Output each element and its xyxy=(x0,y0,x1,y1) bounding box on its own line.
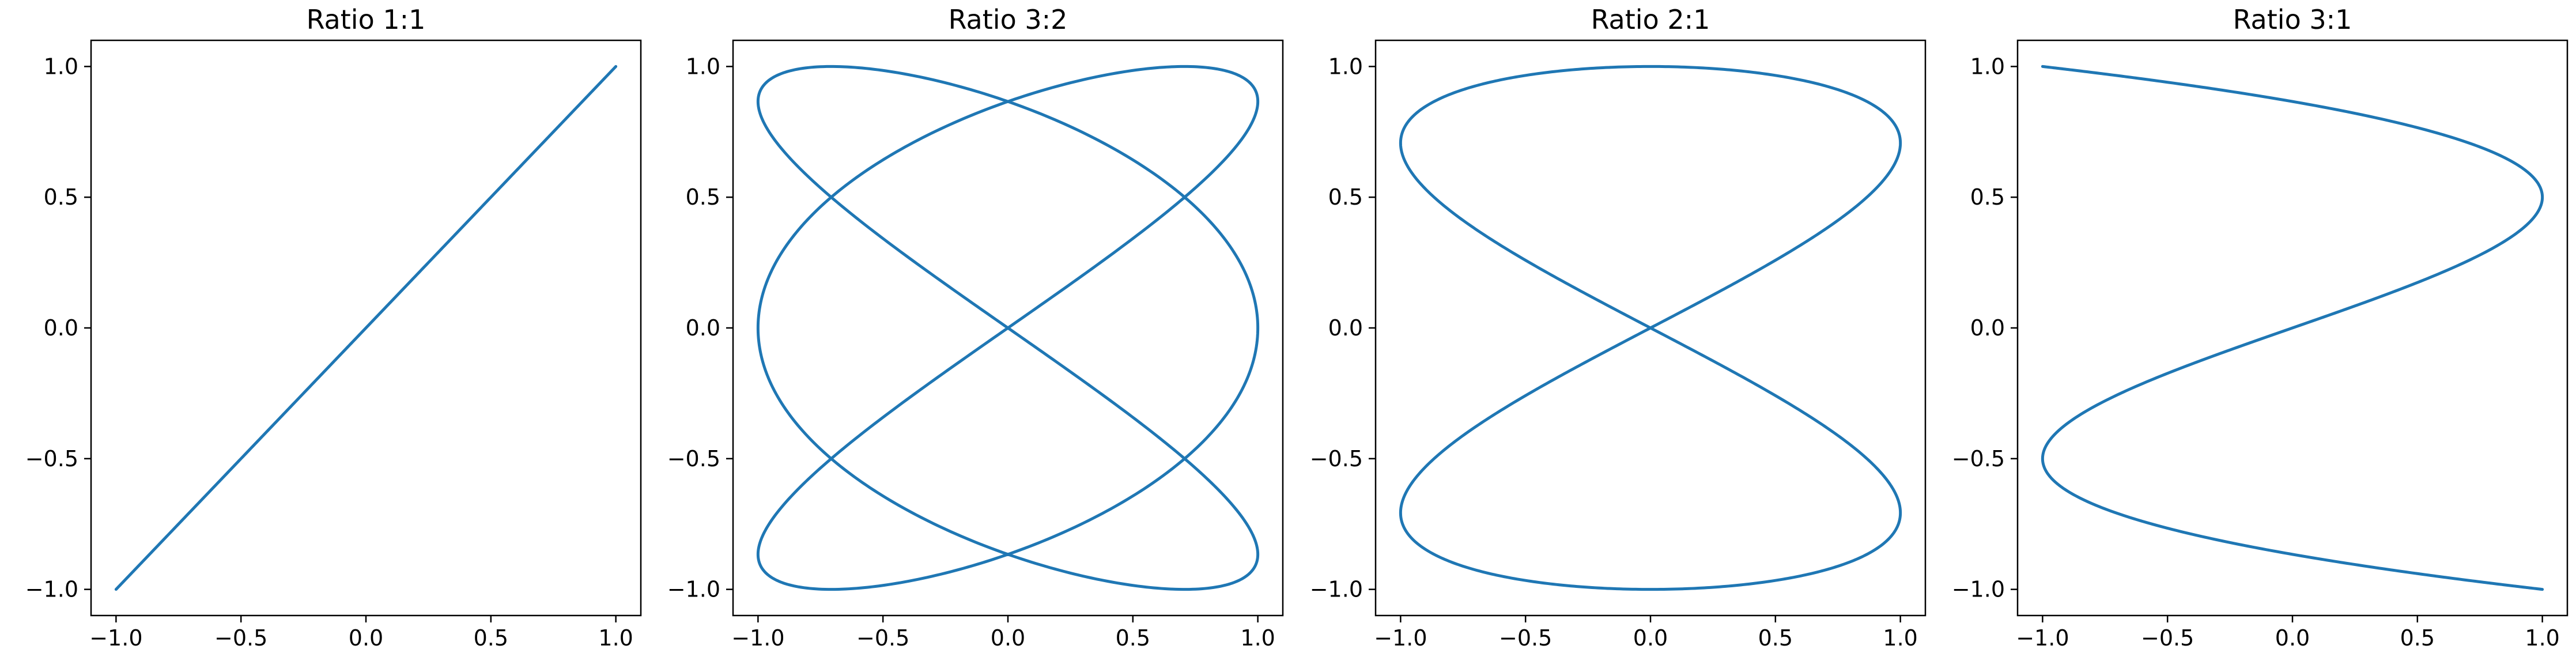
x-tick-label: 0.5 xyxy=(1116,625,1150,651)
subplot-title: Ratio 2:1 xyxy=(1591,4,1710,35)
lissajous-curve xyxy=(1399,65,1902,591)
x-tick-label: 1.0 xyxy=(598,625,633,651)
y-tick-label: 0.0 xyxy=(1328,315,1363,341)
x-tick-label: −0.5 xyxy=(856,625,909,651)
y-tick-label: −1.0 xyxy=(1310,577,1363,602)
x-tick-label: −1.0 xyxy=(2016,625,2069,651)
y-tick-label: 0.0 xyxy=(1970,315,2005,341)
x-tick-label: 1.0 xyxy=(2525,625,2559,651)
y-tick-label: −0.5 xyxy=(1310,446,1363,471)
x-tick-label: −1.0 xyxy=(89,625,142,651)
x-tick-label: 0.5 xyxy=(1758,625,1793,651)
subplot-2: Ratio 3:2 −1.0 −0.5 0.0 0.5 1.0 −1.0 −0.5 0.0 0.5… xyxy=(667,4,1284,651)
x-tick-label: 0.0 xyxy=(1633,625,1668,651)
x-tick-label: −0.5 xyxy=(2141,625,2194,651)
lissajous-curve xyxy=(756,65,1260,591)
x-tick-label: 1.0 xyxy=(1883,625,1917,651)
x-tick-label: 0.0 xyxy=(2275,625,2310,651)
x-tick-label: 1.0 xyxy=(1240,625,1275,651)
x-tick-label: 0.0 xyxy=(991,625,1025,651)
subplot-title: Ratio 3:2 xyxy=(949,4,1068,35)
y-tick-label: 1.0 xyxy=(1970,54,2005,79)
x-tick-label: −0.5 xyxy=(214,625,267,651)
y-tick-label: 1.0 xyxy=(1328,54,1363,79)
x-tick-label: −0.5 xyxy=(1499,625,1552,651)
y-tick-label: 0.5 xyxy=(1970,184,2005,210)
y-tick-label: −1.0 xyxy=(667,577,720,602)
y-tick-label: −0.5 xyxy=(25,446,78,471)
y-tick-label: 1.0 xyxy=(44,54,78,79)
x-tick-label: −1.0 xyxy=(731,625,784,651)
subplot-title: Ratio 3:1 xyxy=(2233,4,2352,35)
x-tick-label: 0.5 xyxy=(474,625,508,651)
subplot-1: Ratio 1:1 −1.0 −0.5 0.0 0.5 1.0 −1.0 −0.5 0.0 0.5… xyxy=(25,4,642,651)
y-tick-label: 0.5 xyxy=(44,184,78,210)
y-tick-label: −1.0 xyxy=(25,577,78,602)
y-tick-label: 0.5 xyxy=(1328,184,1363,210)
lissajous-curve xyxy=(114,65,618,591)
x-tick-label: 0.0 xyxy=(349,625,383,651)
y-tick-label: 1.0 xyxy=(686,54,720,79)
subplot-3: Ratio 2:1 −1.0 −0.5 0.0 0.5 1.0 −1.0 −0.5 0.0 0.5… xyxy=(1310,4,1927,651)
x-tick-label: 0.5 xyxy=(2400,625,2435,651)
y-tick-label: −1.0 xyxy=(1952,577,2005,602)
y-tick-label: 0.0 xyxy=(686,315,720,341)
y-tick-label: −0.5 xyxy=(1952,446,2005,471)
lissajous-curve xyxy=(2041,65,2544,591)
y-tick-label: 0.5 xyxy=(686,184,720,210)
subplot-title: Ratio 1:1 xyxy=(307,4,426,35)
y-tick-label: 0.0 xyxy=(44,315,78,341)
y-tick-label: −0.5 xyxy=(667,446,720,471)
x-tick-label: −1.0 xyxy=(1374,625,1427,651)
subplot-4: Ratio 3:1 −1.0 −0.5 0.0 0.5 1.0 −1.0 −0.5 0.0 0.5… xyxy=(1952,4,2569,651)
